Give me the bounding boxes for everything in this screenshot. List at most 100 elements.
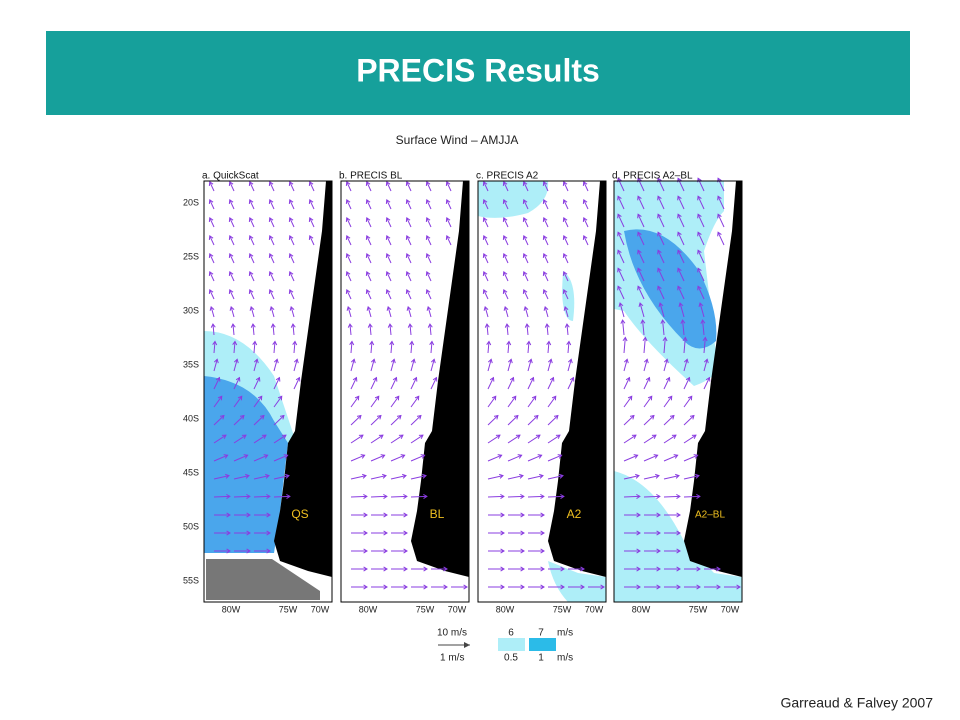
wind-arrowhead <box>383 584 388 590</box>
wind-arrow <box>484 306 489 318</box>
wind-arrowhead <box>356 414 362 420</box>
wind-arrow <box>370 359 375 372</box>
wind-arrow <box>563 217 569 228</box>
wind-arrowhead <box>486 340 492 346</box>
wind-arrow <box>249 217 255 228</box>
wind-arrow <box>663 434 677 444</box>
wind-arrowhead <box>500 512 505 518</box>
wind-arrow <box>229 199 235 210</box>
wind-arrowhead <box>680 319 686 324</box>
wind-arrowhead <box>542 271 548 276</box>
panel-label: d. PRECIS A2–BL <box>612 171 693 182</box>
wind-arrowhead <box>362 473 367 479</box>
legend-text: 0.5 <box>504 653 518 664</box>
wind-arrow <box>623 415 635 426</box>
wind-arrow <box>410 341 413 354</box>
wind-arrowhead <box>562 181 568 186</box>
wind-arrowhead <box>235 376 241 382</box>
wind-arrow <box>623 434 637 444</box>
wind-arrow <box>230 306 235 318</box>
wind-arrow <box>697 232 705 246</box>
wind-arrow <box>527 341 530 354</box>
wind-arrow <box>406 217 412 228</box>
wind-arrowhead <box>410 358 416 364</box>
wind-arrow <box>547 415 559 426</box>
wind-arrow <box>683 396 693 408</box>
wind-arrow <box>683 495 700 498</box>
wind-arrow <box>697 268 705 282</box>
wind-arrowhead <box>622 336 628 342</box>
wind-arrow <box>563 181 569 192</box>
wind-arrow <box>643 495 660 498</box>
wind-arrow <box>617 286 625 300</box>
wind-arrow <box>269 289 275 300</box>
wind-arrow <box>683 454 698 462</box>
wind-arrow <box>426 217 432 228</box>
wind-arrow <box>717 232 725 246</box>
wind-arrowhead <box>248 199 254 204</box>
wind-arrow <box>427 306 432 318</box>
wind-arrow <box>293 377 300 390</box>
wind-arrowhead <box>268 199 274 204</box>
wind-arrowhead <box>363 494 368 499</box>
wind-arrowhead <box>637 267 642 273</box>
wind-arrowhead <box>389 340 395 346</box>
wind-arrowhead <box>503 305 509 311</box>
wind-arrow <box>390 359 395 372</box>
wind-arrowhead <box>253 358 259 364</box>
wind-arrow <box>663 495 680 498</box>
wind-arrowhead <box>387 323 393 328</box>
wind-arrowhead <box>423 566 428 572</box>
wind-arrowhead <box>500 584 505 590</box>
wind-arrowhead <box>409 340 415 346</box>
wind-arrowhead <box>493 414 499 420</box>
wind-arrowhead <box>248 253 254 258</box>
panel-label: c. PRECIS A2 <box>476 171 539 182</box>
wind-arrowhead <box>662 336 668 342</box>
wind-arrowhead <box>385 217 391 222</box>
panel-label: a. QuickScat <box>202 171 259 182</box>
wind-arrow <box>563 199 569 210</box>
wind-arrow <box>350 475 367 480</box>
wind-arrow <box>487 359 492 372</box>
wind-arrowhead <box>418 434 424 439</box>
wind-arrow <box>657 286 665 300</box>
credit: Garreaud & Falvey 2007 <box>780 695 933 711</box>
wind-arrowhead <box>617 231 622 237</box>
wind-arrowhead <box>268 253 274 258</box>
wind-arrow <box>677 250 685 264</box>
wind-arrowhead <box>717 231 722 237</box>
wind-arrowhead <box>463 584 468 590</box>
wind-arrowhead <box>695 473 700 479</box>
wind-arrow <box>507 377 514 390</box>
wind-arrowhead <box>636 530 641 536</box>
wind-arrow <box>233 454 248 462</box>
wind-arrowhead <box>482 217 488 222</box>
wind-arrow <box>269 271 275 282</box>
wind-arrowhead <box>405 253 411 258</box>
wind-arrowhead <box>403 494 408 499</box>
wind-arrowhead <box>495 434 501 439</box>
wind-arrowhead <box>629 414 635 420</box>
wind-arrowhead <box>519 473 524 479</box>
wind-arrow <box>703 359 708 372</box>
wind-arrow <box>527 377 534 390</box>
wind-arrowhead <box>288 253 294 258</box>
legend-swatch-light <box>498 638 525 651</box>
wind-arrowhead <box>673 454 679 459</box>
lon-label: 75W <box>279 604 298 614</box>
wind-arrow <box>657 214 665 228</box>
wind-arrow <box>623 359 628 372</box>
wind-arrow <box>543 271 549 282</box>
wind-arrowhead <box>383 548 388 554</box>
wind-arrowhead <box>367 323 373 328</box>
wind-arrow <box>366 199 372 210</box>
wind-arrow <box>370 341 373 354</box>
wind-arrow <box>506 323 509 336</box>
panel-frame <box>203 180 333 603</box>
wind-arrowhead <box>504 323 510 328</box>
wind-arrowhead <box>261 434 267 439</box>
wind-arrow <box>269 235 275 246</box>
wind-arrowhead <box>551 395 557 401</box>
wind-arrowhead <box>223 454 229 459</box>
